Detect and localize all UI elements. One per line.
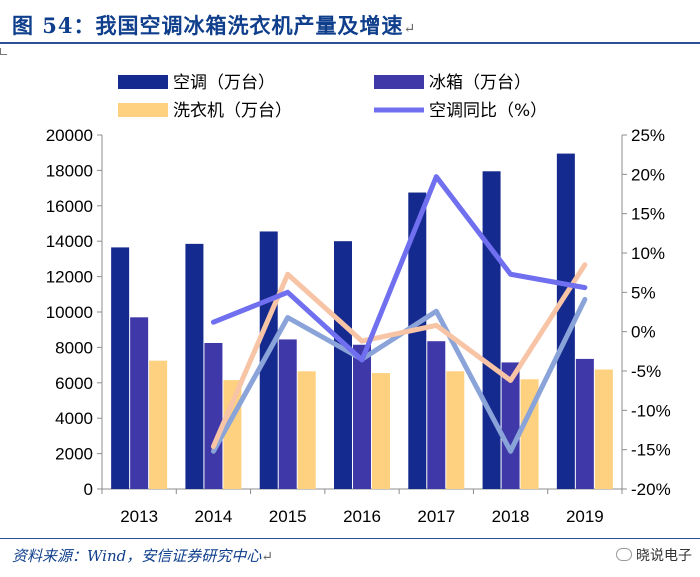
- x-tick-label: 2014: [195, 507, 233, 526]
- bar-1: [334, 241, 352, 489]
- corner-mark: [0, 48, 7, 55]
- x-tick-label: 2017: [417, 507, 455, 526]
- series-line-1: [210, 174, 588, 363]
- y-left-tick-label: 16000: [46, 197, 93, 216]
- y-left-tick-label: 4000: [55, 409, 93, 428]
- legend-label: 冰箱（万台）: [429, 73, 531, 93]
- legend-swatch-1: [118, 75, 168, 89]
- bar-3: [446, 371, 465, 489]
- wechat-icon: [616, 548, 632, 561]
- y-right-tick-label: 10%: [631, 244, 665, 263]
- bar-1: [482, 171, 501, 489]
- bar-1: [185, 243, 204, 489]
- bar-1: [556, 153, 575, 489]
- bar-2: [204, 342, 223, 489]
- legend-swatch-2: [374, 75, 424, 89]
- x-tick-label: 2016: [343, 507, 381, 526]
- bar-3: [594, 369, 613, 489]
- bar-3: [149, 360, 168, 489]
- y-left-tick-label: 6000: [55, 374, 93, 393]
- bar-2: [278, 339, 297, 489]
- watermark-text: 晓说电子: [636, 548, 692, 564]
- bar-1: [111, 247, 130, 489]
- figure-header: 图 54：我国空调冰箱洗衣机产量及增速↵: [0, 0, 700, 48]
- bar-2: [575, 358, 594, 489]
- y-right-tick-label: -5%: [631, 362, 661, 381]
- y-left-tick-label: 14000: [46, 232, 93, 251]
- source-rule: [0, 538, 700, 539]
- bar-2: [353, 344, 371, 489]
- figure-source-text: 资料来源：Wind，安信证券研究中心: [12, 547, 262, 565]
- y-left-tick-label: 12000: [46, 268, 93, 287]
- y-right-tick-label: 20%: [631, 165, 665, 184]
- y-right-tick-label: 0%: [631, 323, 656, 342]
- legend-swatch-3: [118, 103, 168, 117]
- y-right-tick-label: 5%: [631, 283, 656, 302]
- y-right-tick-label: 15%: [631, 205, 665, 224]
- y-left-tick-label: 8000: [55, 338, 93, 357]
- figure-source: 资料来源：Wind，安信证券研究中心↵: [12, 545, 273, 566]
- figure-title: 图 54：我国空调冰箱洗衣机产量及增速↵: [12, 10, 416, 40]
- legend-label: 洗衣机（万台）: [173, 101, 292, 121]
- watermark: 晓说电子: [616, 545, 692, 565]
- y-right-tick-label: -10%: [631, 401, 671, 420]
- chart: 0 2000 4000 6000 8000 10000 12000 14000 16000 180…: [46, 73, 671, 526]
- x-tick-label: 2019: [566, 507, 604, 526]
- y-left-tick-label: 20000: [46, 126, 93, 145]
- legend-label: 空调（万台）: [173, 73, 275, 93]
- y-left-tick-label: 2000: [55, 445, 93, 464]
- bar-3: [372, 373, 390, 489]
- y-left-tick-label: 10000: [46, 303, 93, 322]
- bar-1: [408, 192, 427, 489]
- x-tick-label: 2015: [269, 507, 307, 526]
- bar-2: [130, 317, 149, 489]
- x-tick-label: 2018: [492, 507, 530, 526]
- bar-3: [297, 371, 316, 489]
- bar-2: [427, 341, 446, 489]
- legend-label: 空调同比（%）: [429, 101, 547, 121]
- y-right-tick-label: 25%: [631, 126, 665, 145]
- bar-2: [501, 362, 520, 489]
- series-line-2: [210, 262, 588, 450]
- figure-title-text: 图 54：我国空调冰箱洗衣机产量及增速: [12, 13, 404, 38]
- y-right-tick-label: -15%: [631, 441, 671, 460]
- y-left-tick-label: 0: [84, 480, 93, 499]
- return-mark-source: ↵: [261, 549, 273, 565]
- return-mark: ↵: [403, 21, 417, 37]
- title-rule: [0, 42, 700, 44]
- y-left-tick-label: 18000: [46, 161, 93, 180]
- y-right-tick-label: -20%: [631, 480, 671, 499]
- x-tick-label: 2013: [120, 507, 158, 526]
